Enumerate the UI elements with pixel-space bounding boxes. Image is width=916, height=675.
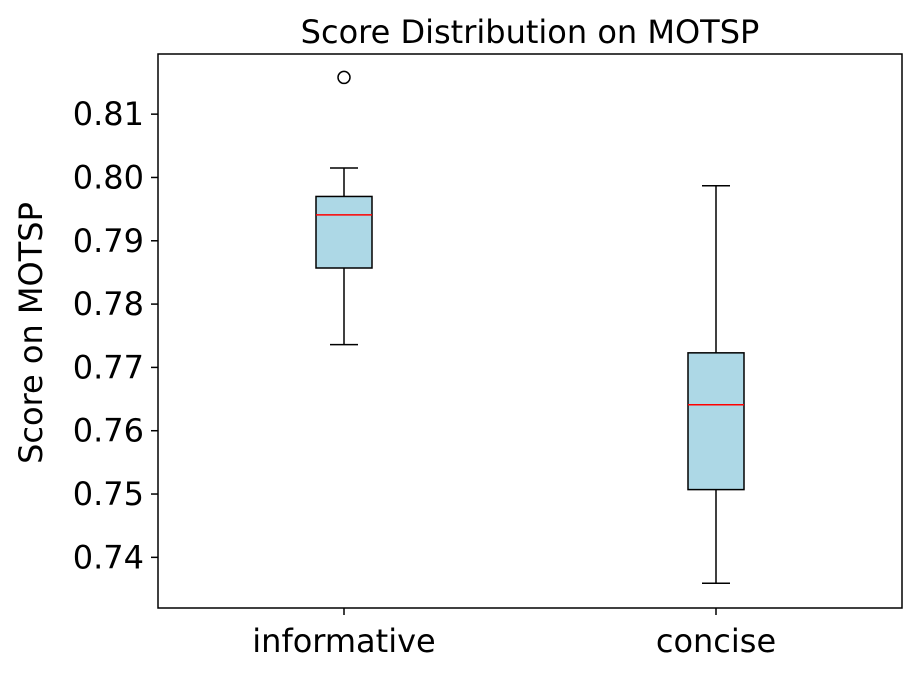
y-tick-label: 0.77 (73, 348, 144, 386)
chart-title: Score Distribution on MOTSP (301, 13, 760, 51)
y-axis-label: Score on MOTSP (12, 202, 50, 464)
box-series (315, 70, 745, 585)
y-axis: 0.74 0.75 0.76 0.77 0.78 0.79 0.80 0.81 (73, 95, 158, 576)
y-tick-label: 0.76 (73, 412, 144, 450)
plot-area-frame (157, 53, 903, 609)
y-tick-label: 0.79 (73, 222, 144, 260)
outlier-point (337, 70, 351, 85)
x-axis: informative concise (252, 608, 776, 660)
y-tick-label: 0.80 (73, 158, 144, 196)
y-tick-label: 0.75 (73, 475, 144, 513)
y-tick-label: 0.81 (73, 95, 144, 133)
y-tick-label: 0.78 (73, 285, 144, 323)
x-tick-label: concise (656, 622, 776, 660)
box-concise (687, 184, 745, 585)
box-informative (315, 70, 373, 346)
y-tick-label: 0.74 (73, 538, 144, 576)
x-tick-label: informative (252, 622, 435, 660)
iqr-box (315, 195, 373, 269)
iqr-box (687, 352, 745, 491)
